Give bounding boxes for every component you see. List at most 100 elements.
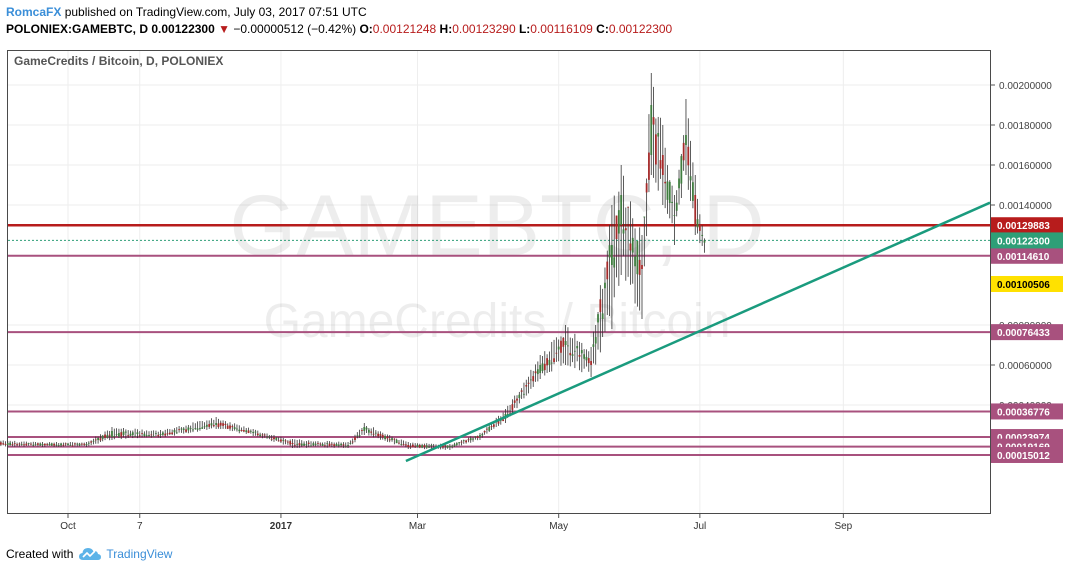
candle — [523, 382, 525, 399]
candle-body-down — [168, 432, 171, 435]
candle — [118, 428, 120, 439]
candle-body-down — [645, 183, 648, 193]
candle — [92, 438, 95, 445]
candle-body-up — [69, 444, 72, 446]
candle — [192, 422, 194, 433]
candle — [462, 439, 465, 444]
candle — [252, 429, 255, 436]
candle-body-up — [210, 423, 213, 426]
time-axis-labels: Oct 7 2017 Mar May Jul Sep — [60, 514, 853, 532]
candle — [37, 442, 39, 447]
candle-body-down — [273, 437, 275, 440]
candle-body-down — [486, 428, 488, 430]
candle — [657, 116, 660, 191]
candle — [678, 169, 680, 205]
candle-body-down — [222, 423, 224, 426]
candle-body-up — [173, 430, 176, 433]
candle — [701, 225, 704, 246]
candle-body-up — [337, 444, 340, 446]
candle — [486, 426, 488, 434]
candle-body-down — [208, 424, 211, 427]
candle — [668, 180, 671, 219]
candle — [101, 434, 104, 442]
candle — [363, 423, 366, 435]
candle — [381, 432, 384, 440]
candle — [652, 86, 655, 178]
candle-body-down — [386, 436, 389, 439]
last-candle — [703, 238, 706, 253]
level-tag — [991, 247, 1063, 264]
candle — [423, 443, 426, 450]
candle-body-up — [458, 442, 461, 444]
tradingview-link[interactable]: TradingView — [79, 545, 172, 563]
candle-body-down — [361, 430, 363, 431]
candle-body-up — [536, 369, 539, 375]
candle — [685, 99, 687, 175]
candle-body-down — [402, 444, 405, 446]
candle — [518, 391, 521, 404]
candle-body-down — [71, 445, 74, 447]
candle — [180, 427, 183, 433]
candle-body-down — [405, 444, 407, 446]
candle-body-down — [307, 442, 310, 445]
author-name[interactable]: RomcaFX — [6, 5, 62, 19]
candle — [527, 376, 530, 394]
candle — [604, 267, 606, 332]
candle-body-down — [465, 440, 467, 443]
candle — [541, 356, 544, 374]
candle-body-down — [543, 363, 546, 371]
price-change: −0.00000512 (−0.42%) — [233, 22, 357, 36]
high-label: H: — [439, 22, 453, 36]
candle — [414, 443, 417, 448]
candle — [138, 431, 141, 438]
candle — [407, 442, 410, 449]
candle — [64, 442, 67, 447]
level-tag — [991, 217, 1063, 234]
low-label: L: — [518, 22, 531, 36]
candle-body-down — [324, 445, 326, 447]
publish-info: RomcaFX published on TradingView.com, Ju… — [6, 4, 367, 20]
candle-body-up — [259, 434, 262, 436]
candle — [479, 433, 481, 440]
candle — [50, 442, 53, 446]
candle-body-up — [175, 432, 178, 434]
candle-body-down — [240, 429, 243, 432]
candle-body-up — [180, 428, 183, 430]
open-label: O: — [359, 22, 373, 36]
candle — [453, 442, 456, 447]
candle-body-up — [358, 435, 361, 437]
candle-body-up — [87, 442, 90, 444]
candle-body-up — [303, 443, 305, 446]
candle — [97, 436, 99, 444]
candle-body-down — [483, 430, 486, 433]
candle-body-up — [275, 437, 278, 440]
candle-body-up — [541, 363, 544, 372]
candle-body-down — [229, 425, 231, 429]
created-with-text: Created with — [6, 547, 74, 561]
candle — [296, 439, 299, 448]
candle — [280, 436, 282, 443]
price-chart[interactable]: GAMEBTC, D GameCredits / Bitcoin GameCre… — [0, 40, 1069, 540]
candle — [324, 442, 326, 448]
candle-body-up — [9, 442, 12, 446]
high-value: 0.00123290 — [452, 22, 516, 36]
candle — [189, 425, 192, 433]
candle — [636, 241, 639, 307]
candle-body-down — [442, 446, 444, 448]
candle — [476, 435, 479, 441]
candle — [94, 436, 97, 444]
candle-body-up — [335, 443, 338, 446]
candle — [104, 431, 106, 441]
candle — [233, 423, 236, 431]
candle-body-up — [39, 443, 42, 446]
candle-body-up — [326, 443, 329, 445]
candle — [613, 195, 616, 298]
candle-body-up — [236, 428, 238, 430]
candle-body-up — [365, 427, 368, 430]
candle-body-up — [668, 181, 671, 204]
candle-body-down — [25, 443, 28, 446]
candle-body-up — [155, 433, 157, 434]
candle-body-up — [611, 245, 613, 265]
candle — [444, 444, 447, 450]
candle — [226, 423, 229, 430]
